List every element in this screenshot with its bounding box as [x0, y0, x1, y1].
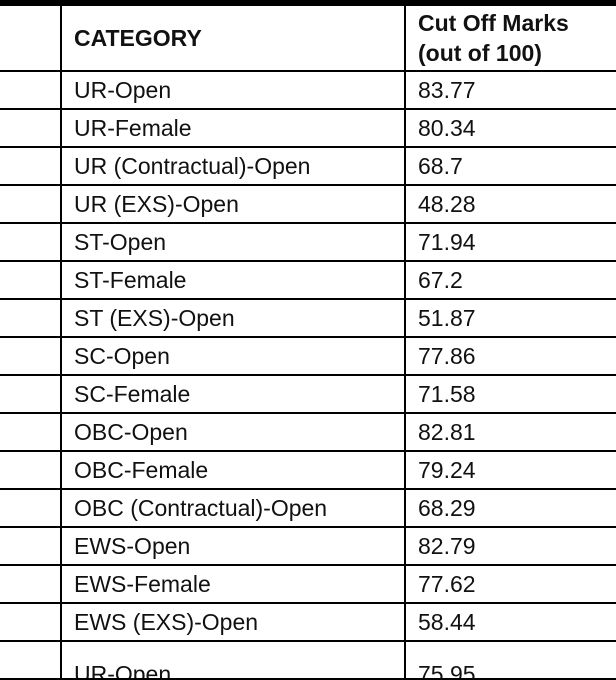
category-column-header: CATEGORY [60, 4, 406, 72]
marks-cell: 77.86 [404, 336, 616, 376]
category-cell: OBC-Open [60, 412, 406, 452]
category-cell: UR (EXS)-Open [60, 184, 406, 224]
table-row: UR (Contractual)-Open 68.7 [0, 146, 616, 186]
serial-cell [0, 412, 62, 452]
marks-cell: 82.81 [404, 412, 616, 452]
marks-column-header: Cut Off Marks (out of 100) [404, 4, 616, 72]
category-cell: ST-Open [60, 222, 406, 262]
marks-header-line-2: (out of 100) [418, 40, 542, 66]
serial-cell [0, 450, 62, 490]
serial-cell [0, 336, 62, 376]
serial-cell [0, 526, 62, 566]
category-cell: ST (EXS)-Open [60, 298, 406, 338]
table-row: ST-Open 71.94 [0, 222, 616, 262]
category-cell: SC-Open [60, 336, 406, 376]
table-row: UR-Open 83.77 [0, 70, 616, 110]
table-row: OBC-Open 82.81 [0, 412, 616, 452]
table-row: SC-Open 77.86 [0, 336, 616, 376]
category-cell: UR (Contractual)-Open [60, 146, 406, 186]
marks-cell: 80.34 [404, 108, 616, 148]
marks-cell: 48.28 [404, 184, 616, 224]
category-cell: OBC-Female [60, 450, 406, 490]
serial-column-header [0, 4, 62, 72]
category-cell: UR-Open [60, 70, 406, 110]
serial-cell [0, 602, 62, 642]
table-row: UR (EXS)-Open 48.28 [0, 184, 616, 224]
marks-cell: 58.44 [404, 602, 616, 642]
serial-cell [0, 146, 62, 186]
serial-cell [0, 260, 62, 300]
table-row: UR-Female 80.34 [0, 108, 616, 148]
cutoff-marks-table: CATEGORY Cut Off Marks (out of 100) UR-O… [0, 4, 616, 680]
category-cell: SC-Female [60, 374, 406, 414]
marks-cell: 68.7 [404, 146, 616, 186]
table-row: SC-Female 71.58 [0, 374, 616, 414]
marks-cell: 77.62 [404, 564, 616, 604]
marks-text: 75.95 [418, 660, 476, 679]
cutoff-table-container: CATEGORY Cut Off Marks (out of 100) UR-O… [0, 4, 616, 680]
category-cell: EWS (EXS)-Open [60, 602, 406, 642]
marks-cell: 82.79 [404, 526, 616, 566]
table-row: OBC (Contractual)-Open 68.29 [0, 488, 616, 528]
category-cell: UR-Open [60, 640, 406, 680]
table-row: EWS (EXS)-Open 58.44 [0, 602, 616, 642]
marks-cell: 79.24 [404, 450, 616, 490]
table-row: ST-Female 67.2 [0, 260, 616, 300]
table-row-partial: UR-Open 75.95 [0, 640, 616, 680]
marks-cell: 83.77 [404, 70, 616, 110]
marks-header-line-1: Cut Off Marks [418, 10, 569, 36]
marks-cell: 68.29 [404, 488, 616, 528]
category-header-label: CATEGORY [74, 24, 202, 51]
table-row: OBC-Female 79.24 [0, 450, 616, 490]
table-row: EWS-Female 77.62 [0, 564, 616, 604]
marks-cell: 71.94 [404, 222, 616, 262]
category-cell: UR-Female [60, 108, 406, 148]
serial-cell [0, 222, 62, 262]
marks-cell: 51.87 [404, 298, 616, 338]
serial-cell [0, 298, 62, 338]
marks-cell: 67.2 [404, 260, 616, 300]
serial-cell [0, 564, 62, 604]
category-text: UR-Open [74, 660, 172, 679]
serial-cell [0, 488, 62, 528]
serial-cell [0, 184, 62, 224]
marks-cell: 71.58 [404, 374, 616, 414]
serial-cell [0, 640, 62, 680]
marks-cell: 75.95 [404, 640, 616, 680]
serial-cell [0, 108, 62, 148]
serial-cell [0, 374, 62, 414]
category-cell: EWS-Open [60, 526, 406, 566]
top-border [0, 0, 616, 4]
table-header-row: CATEGORY Cut Off Marks (out of 100) [0, 4, 616, 72]
table-row: EWS-Open 82.79 [0, 526, 616, 566]
category-cell: EWS-Female [60, 564, 406, 604]
category-cell: ST-Female [60, 260, 406, 300]
serial-cell [0, 70, 62, 110]
table-row: ST (EXS)-Open 51.87 [0, 298, 616, 338]
category-cell: OBC (Contractual)-Open [60, 488, 406, 528]
